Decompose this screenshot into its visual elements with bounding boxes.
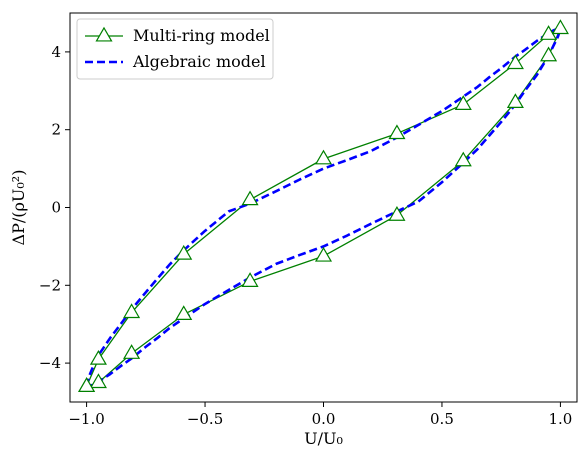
data-point: [314, 149, 333, 165]
x-tick-label: −1.0: [68, 410, 104, 428]
data-point: [241, 190, 259, 206]
data-point: [175, 244, 193, 260]
data-point: [314, 246, 333, 262]
x-tick-label: −0.5: [187, 410, 223, 428]
data-point: [540, 46, 558, 62]
data-point: [454, 151, 472, 167]
data-point: [78, 377, 96, 392]
x-tick-label: 0.0: [312, 410, 336, 428]
data-point: [454, 95, 472, 110]
data-point: [123, 344, 141, 359]
y-tick-label: −4: [39, 354, 61, 372]
y-tick-label: −2: [39, 276, 61, 294]
ticks-layer: −1.0 −0.5 0.0 0.5 1.0 −4 −2 0 2 4: [39, 43, 572, 428]
data-point: [175, 305, 193, 321]
x-tick-label: 0.5: [430, 410, 454, 428]
legend-label-1: Algebraic model: [132, 52, 266, 71]
data-point: [506, 93, 524, 109]
data-point: [241, 272, 259, 287]
data-point: [89, 373, 107, 389]
data-point: [388, 124, 406, 140]
legend-label-0: Multi-ring model: [133, 26, 270, 45]
y-tick-label: 0: [51, 199, 61, 217]
y-tick-label: 4: [51, 43, 61, 61]
data-point: [89, 349, 107, 365]
series-layer: [78, 19, 569, 392]
data-point: [388, 206, 406, 221]
y-tick-label: 2: [51, 121, 61, 139]
data-point: [540, 25, 558, 40]
x-tick-label: 1.0: [548, 410, 572, 428]
legend: Multi-ring model Algebraic model: [76, 18, 274, 80]
legend-box: [76, 18, 274, 80]
data-point: [123, 303, 141, 319]
legend-marker: [95, 26, 113, 42]
data-point: [551, 19, 569, 35]
y-axis-label: ΔP/(ρU₀²): [9, 170, 28, 246]
series-line-1: [85, 27, 562, 388]
x-axis-label: U/U₀: [304, 429, 343, 448]
data-point: [506, 54, 524, 70]
legend-entries: Multi-ring model Algebraic model: [85, 26, 270, 71]
